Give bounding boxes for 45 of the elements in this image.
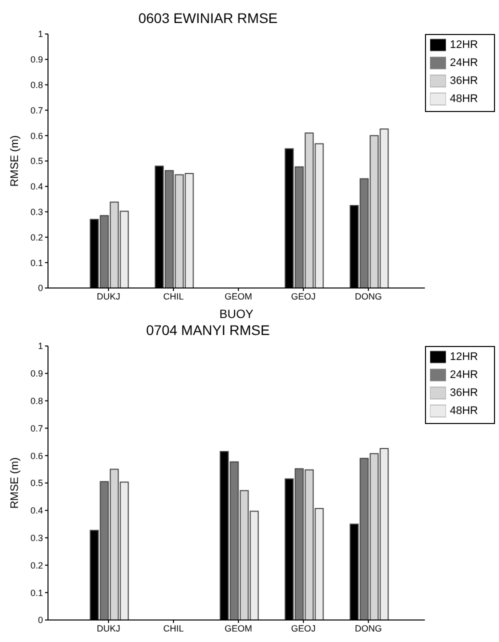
y-tick-label: 0.7: [30, 105, 43, 116]
legend-label: 48HR: [450, 404, 478, 417]
y-tick-label: 0.4: [30, 182, 43, 192]
legend-label: 24HR: [450, 368, 478, 381]
x-tick-label: CHIL: [163, 623, 184, 634]
y-tick-label: 0: [38, 283, 43, 294]
x-tick-label: DUKJ: [96, 623, 120, 634]
y-tick-label: 0.6: [30, 450, 43, 461]
x-tick-label: GEOJ: [291, 623, 316, 634]
x-tick-label: GEOM: [224, 623, 252, 634]
x-tick-label: GEOJ: [291, 291, 316, 302]
y-tick-label: 0.1: [30, 588, 43, 598]
y-tick-label: 0.3: [30, 532, 43, 543]
y-tick-label: 0.9: [30, 54, 43, 65]
legend-label: 36HR: [450, 74, 478, 87]
y-tick-label: 0.5: [30, 478, 43, 488]
y-tick-label: 0.2: [30, 232, 43, 242]
y-tick-label: 0.9: [30, 368, 43, 379]
x-tick-label: CHIL: [163, 291, 184, 302]
legend-label: 24HR: [450, 56, 478, 69]
y-axis-title: RMSE (m): [8, 457, 21, 509]
y-tick-label: 0.5: [30, 156, 43, 166]
x-tick-label: DUKJ: [96, 291, 120, 302]
x-tick-label: DONG: [354, 291, 382, 302]
y-tick-label: 1: [38, 29, 43, 40]
x-axis-title: BUOY: [219, 307, 254, 321]
y-tick-label: 0.1: [30, 258, 43, 268]
x-tick-label: DONG: [354, 623, 382, 634]
y-tick-label: 0.8: [30, 80, 43, 90]
y-tick-label: 0.2: [30, 560, 43, 570]
legend-label: 12HR: [450, 38, 478, 51]
y-tick-label: 1: [38, 341, 43, 352]
legend-label: 48HR: [450, 92, 478, 105]
x-tick-label: GEOM: [224, 291, 252, 302]
y-tick-label: 0.7: [30, 423, 43, 434]
y-axis-title: RMSE (m): [8, 135, 21, 187]
y-tick-label: 0.6: [30, 130, 43, 141]
legend-label: 12HR: [450, 350, 478, 363]
y-tick-label: 0.4: [30, 506, 43, 516]
y-tick-label: 0.8: [30, 396, 43, 406]
y-tick-label: 0.3: [30, 206, 43, 217]
chart-title: 0704 MANYI RMSE: [145, 321, 271, 340]
y-tick-label: 0: [38, 615, 43, 626]
chart-title: 0603 EWINIAR RMSE: [137, 9, 279, 28]
legend-label: 36HR: [450, 386, 478, 399]
